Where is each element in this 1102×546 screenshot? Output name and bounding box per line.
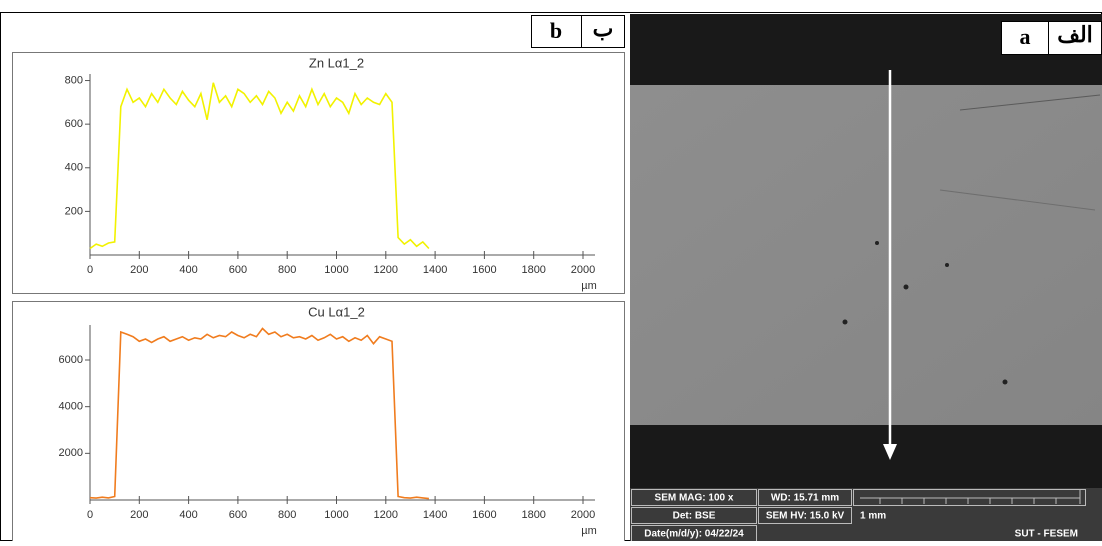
panel-label-b: b ب: [531, 15, 625, 48]
y-tick-label: 2000: [59, 447, 83, 459]
label: الف: [1057, 22, 1093, 47]
sem-scale: 1 mm: [860, 511, 886, 522]
x-tick-label: 1800: [521, 264, 545, 276]
x-tick-label: 1200: [374, 509, 398, 521]
y-tick-label: 6000: [59, 354, 83, 366]
sem-info: SUT - FESEM: [1015, 529, 1078, 540]
sem-info: SEM MAG: 100 x: [655, 493, 734, 504]
chart-box: [12, 301, 625, 542]
x-tick-label: 1600: [472, 264, 496, 276]
x-tick-label: 800: [278, 509, 296, 521]
x-tick-label: 2000: [571, 509, 595, 521]
chart-box: [12, 52, 625, 294]
y-tick-label: 4000: [59, 401, 83, 413]
x-tick-label: 1800: [521, 509, 545, 521]
label: b: [550, 18, 562, 43]
panel-label-a: a الف: [1001, 21, 1102, 55]
x-tick-label: 800: [278, 264, 296, 276]
sem-image: SEM MAG: 100 x WD: 15.71 mm Det: BSE SEM…: [630, 14, 1102, 542]
x-tick-label: 1400: [423, 509, 447, 521]
x-tick-label: 600: [229, 264, 247, 276]
x-tick-label: 200: [130, 264, 148, 276]
x-tick-label: 1600: [472, 509, 496, 521]
y-tick-label: 400: [65, 162, 83, 174]
y-tick-label: 600: [65, 118, 83, 130]
data-line: [89, 82, 430, 250]
x-tick-label: 200: [130, 509, 148, 521]
y-tick-label: 200: [65, 205, 83, 217]
x-tick-label: 400: [179, 509, 197, 521]
sem-info: WD: 15.71 mm: [771, 493, 839, 504]
x-axis-label: µm: [581, 525, 597, 537]
x-tick-label: 1000: [324, 509, 348, 521]
x-tick-label: 400: [179, 264, 197, 276]
x-axis-label: µm: [581, 280, 597, 292]
x-tick-label: 0: [87, 509, 93, 521]
sem-info: Date(m/d/y): 04/22/24: [644, 529, 744, 540]
chart-title: Cu Lα1_2: [308, 304, 365, 319]
label: ب: [593, 16, 614, 41]
label: a: [1020, 24, 1031, 49]
sem-info: SEM HV: 15.0 kV: [766, 511, 845, 522]
x-tick-label: 1000: [324, 264, 348, 276]
data-line: [89, 327, 429, 500]
y-tick-label: 800: [65, 74, 83, 86]
x-tick-label: 2000: [571, 264, 595, 276]
x-tick-label: 600: [229, 509, 247, 521]
sem-info: Det: BSE: [673, 511, 716, 522]
x-tick-label: 1200: [374, 264, 398, 276]
x-tick-label: 0: [87, 264, 93, 276]
x-tick-label: 1400: [423, 264, 447, 276]
chart-title: Zn Lα1_2: [309, 55, 364, 70]
